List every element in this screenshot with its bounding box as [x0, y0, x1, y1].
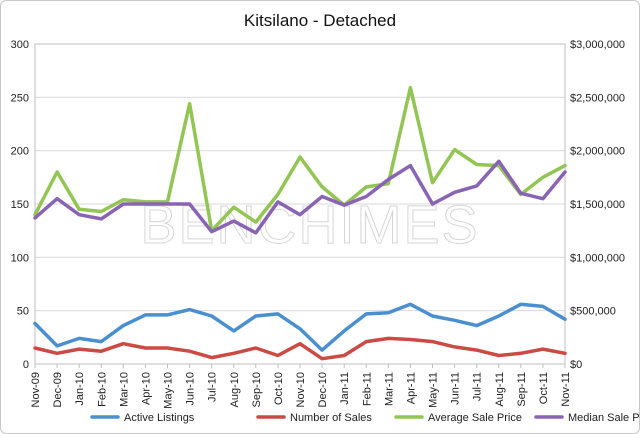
- y-right-tick-label: $0: [570, 359, 582, 371]
- series-line-2: [33, 336, 567, 361]
- x-tick-label: Jul-11: [472, 372, 484, 401]
- axes: 0 50 100 150 200 250 300 $0 $500,000 $1,000,000 $1…: [11, 39, 625, 409]
- x-tick-label: Feb-10: [96, 372, 108, 407]
- series-line-1: [33, 302, 567, 352]
- x-tick-label: Aug-10: [229, 372, 241, 407]
- x-tick-label: Dec-09: [52, 372, 64, 407]
- x-tick-label: Jun-11: [450, 372, 462, 405]
- y-left-tick-label: 100: [11, 252, 29, 264]
- x-tick-label: Jan-10: [74, 372, 86, 406]
- legend-label: Number of Sales: [290, 412, 372, 424]
- x-tick-label: Sep-10: [251, 372, 263, 407]
- watermark: BENCHIMES: [140, 195, 479, 255]
- y-right-tick-label: $3,000,000: [570, 39, 625, 51]
- y-right-tick-label: $1,500,000: [570, 199, 625, 211]
- y-right-tick-label: $2,000,000: [570, 146, 625, 158]
- y-left-tick-label: 300: [11, 39, 29, 51]
- x-tick-label: Mar-10: [118, 372, 130, 407]
- x-tick-label: Nov-11: [560, 372, 572, 407]
- x-tick-label: May-11: [428, 372, 440, 408]
- x-tick-label: Apr-10: [140, 372, 152, 405]
- x-tick-label: Nov-09: [30, 372, 42, 407]
- legend-label: Median Sale Price: [568, 412, 640, 424]
- y-right-tick-label: $500,000: [570, 306, 616, 318]
- series-lines: [33, 85, 567, 361]
- legend-label: Active Listings: [124, 412, 195, 424]
- x-tick-label: Jul-10: [207, 372, 219, 402]
- legend-label: Average Sale Price: [428, 412, 522, 424]
- series-line-3: [33, 85, 567, 233]
- y-right-tick-label: $1,000,000: [570, 252, 625, 264]
- chart-title: Kitsilano - Detached: [244, 11, 396, 30]
- x-tick-label: Jun-10: [185, 372, 197, 406]
- x-tick-label: Jan-11: [339, 372, 351, 405]
- x-tick-label: Oct-10: [273, 372, 285, 405]
- y-left-tick-label: 200: [11, 146, 29, 158]
- y-right-tick-label: $2,500,000: [570, 92, 625, 104]
- y-left-tick-label: 150: [11, 199, 29, 211]
- x-tick-label: May-10: [163, 372, 175, 409]
- x-tick-label: Feb-11: [361, 372, 373, 406]
- x-tick-label: Nov-10: [295, 372, 307, 407]
- x-tick-label: Oct-11: [538, 372, 550, 404]
- y-left-tick-label: 0: [23, 359, 29, 371]
- y-left-tick-label: 50: [17, 306, 29, 318]
- x-tick-label: Aug-11: [494, 372, 506, 407]
- y-left-tick-label: 250: [11, 92, 29, 104]
- x-tick-label: Dec-10: [317, 372, 329, 407]
- x-tick-label: Mar-11: [383, 372, 395, 406]
- legend: Active Listings Number of Sales Average Sa…: [90, 412, 640, 424]
- x-tick-label: Apr-11: [405, 372, 417, 404]
- series-line-4: [33, 159, 567, 235]
- x-tick-label: Sep-11: [516, 372, 528, 407]
